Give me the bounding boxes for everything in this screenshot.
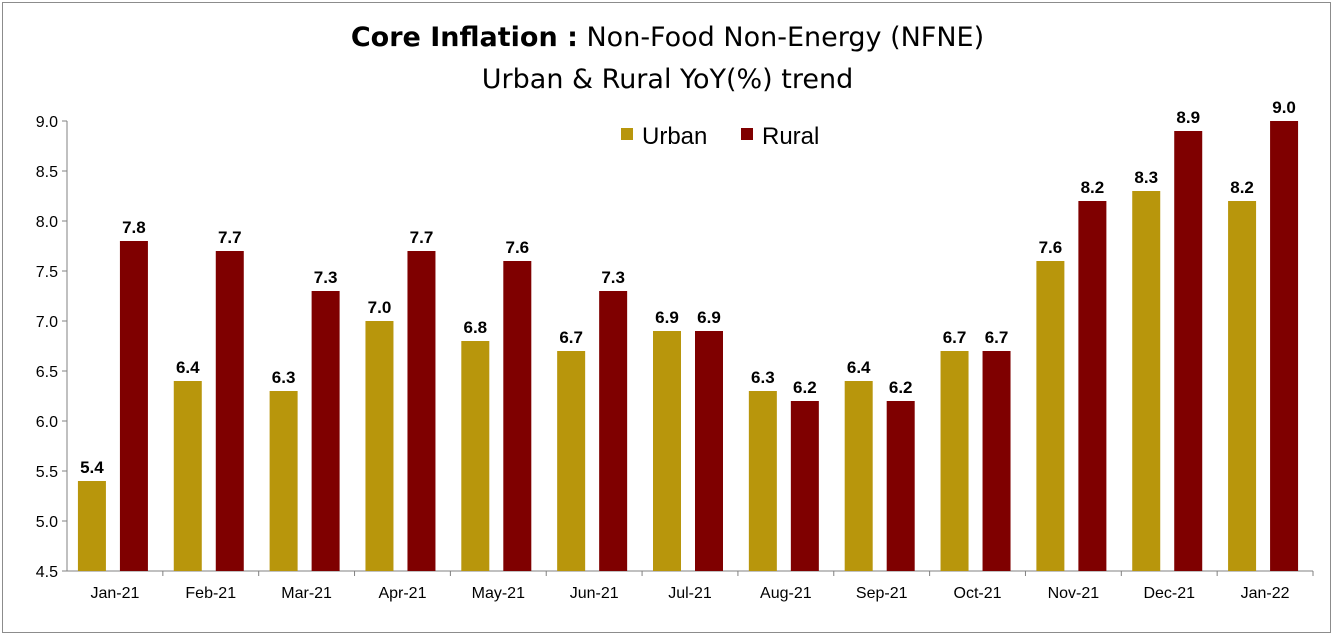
x-tick-label: Jan-21 (90, 585, 139, 602)
bar-urban (748, 391, 777, 571)
bar-rural (695, 331, 723, 571)
bar-urban (461, 341, 490, 571)
bar-rural (119, 241, 148, 571)
y-tick-label: 6.0 (36, 414, 58, 431)
data-label: 6.4 (176, 358, 200, 377)
bar-rural (1174, 131, 1203, 571)
data-label: 8.9 (1176, 108, 1200, 127)
data-label: 6.7 (559, 328, 583, 347)
bar-urban (940, 351, 969, 571)
y-tick-label: 5.0 (36, 514, 58, 531)
data-label: 6.3 (272, 368, 296, 387)
y-tick-label: 5.5 (36, 464, 58, 481)
data-label: 7.7 (218, 228, 242, 247)
x-tick-label: Oct-21 (954, 585, 1002, 602)
data-label: 7.6 (505, 238, 529, 257)
data-labels: 5.4 7.8 6.4 7.7 6.3 7.3 7.0 7.7 6.8 7.6 6.7 7.3 6.9 6… (80, 98, 1296, 477)
legend: Urban Rural (621, 123, 819, 150)
data-label: 9.0 (1272, 98, 1296, 117)
data-label: 7.6 (1039, 238, 1063, 257)
data-label: 7.8 (122, 218, 146, 237)
bars (77, 121, 1299, 571)
data-label: 8.2 (1081, 178, 1105, 197)
y-tick-label: 8.5 (36, 164, 58, 181)
axes: 4.5 5.0 5.5 6.0 6.5 7.0 7.5 8.0 8.5 9.0 Jan-21 Feb-… (36, 114, 1314, 602)
data-label: 6.2 (793, 378, 817, 397)
data-label: 6.8 (463, 318, 487, 337)
y-tick-label: 6.5 (36, 364, 58, 381)
bar-urban (365, 321, 394, 571)
data-label: 6.4 (847, 358, 871, 377)
y-tick-label: 4.5 (36, 564, 58, 581)
data-label: 8.3 (1134, 168, 1158, 187)
data-label: 6.9 (697, 308, 721, 327)
bar-rural (886, 401, 915, 571)
x-tick-label: Aug-21 (760, 585, 812, 602)
bar-rural (982, 351, 1011, 571)
x-tick-label: Jan-22 (1241, 585, 1290, 602)
data-label: 6.7 (985, 328, 1009, 347)
bar-rural (1078, 201, 1107, 571)
bar-urban (844, 381, 873, 571)
chart-title-rest: Non-Food Non-Energy (NFNE) (586, 22, 985, 53)
x-tick-label: Sep-21 (856, 585, 908, 602)
x-tick-label: May-21 (472, 585, 525, 602)
bar-rural (790, 401, 819, 571)
y-tick-label: 8.0 (36, 214, 58, 231)
legend-label-rural: Rural (762, 123, 819, 150)
legend-label-urban: Urban (642, 123, 707, 150)
bar-urban (173, 381, 202, 571)
bar-rural (311, 291, 340, 571)
data-label: 7.3 (314, 268, 338, 287)
chart-subtitle: Urban & Rural YoY(%) trend (481, 64, 854, 95)
data-label: 6.3 (751, 368, 775, 387)
x-tick-label: Mar-21 (281, 585, 332, 602)
chart-title-bold: Core Inflation : (350, 22, 578, 53)
chart-title: Core Inflation : Non-Food Non-Energy (NF… (0, 22, 1335, 53)
data-label: 7.3 (601, 268, 625, 287)
bar-urban (557, 351, 586, 571)
bar-urban (1036, 261, 1065, 571)
x-tick-label: Nov-21 (1048, 585, 1100, 602)
data-label: 5.4 (80, 458, 104, 477)
x-tick-label: Jul-21 (668, 585, 712, 602)
bar-urban (77, 481, 106, 571)
legend-swatch-urban (621, 128, 633, 140)
x-tick-label: Feb-21 (185, 585, 236, 602)
x-tick-label: Dec-21 (1143, 585, 1195, 602)
bar-rural (407, 251, 436, 571)
legend-swatch-rural (741, 128, 753, 140)
data-label: 6.9 (655, 308, 679, 327)
bar-rural (599, 291, 628, 571)
data-label: 6.7 (943, 328, 967, 347)
data-label: 7.7 (410, 228, 434, 247)
data-label: 7.0 (368, 298, 392, 317)
y-tick-label: 9.0 (36, 114, 58, 131)
bar-urban (1132, 191, 1161, 571)
bar-urban (1228, 201, 1257, 571)
x-tick-label: Apr-21 (378, 585, 426, 602)
bar-rural (1270, 121, 1299, 571)
x-tick-label: Jun-21 (570, 585, 619, 602)
data-label: 8.2 (1230, 178, 1254, 197)
y-tick-label: 7.5 (36, 264, 58, 281)
y-tick-label: 7.0 (36, 314, 58, 331)
bar-urban (653, 331, 681, 571)
bar-rural (215, 251, 244, 571)
data-label: 6.2 (889, 378, 913, 397)
bar-urban (269, 391, 298, 571)
bar-rural (503, 261, 532, 571)
